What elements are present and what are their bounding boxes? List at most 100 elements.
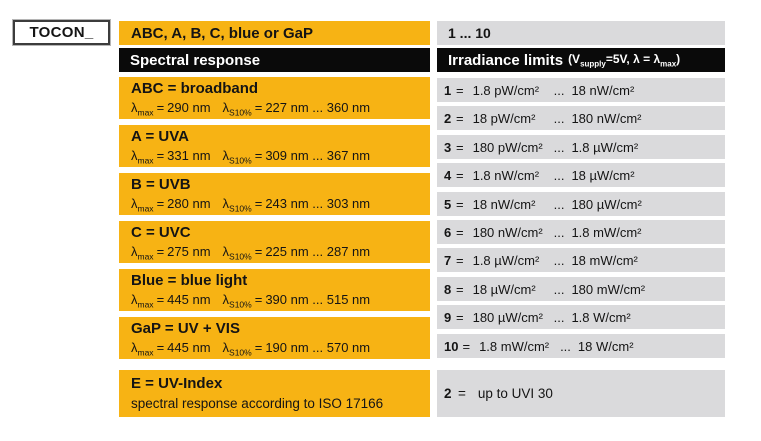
range-from: 180 nW/cm²: [472, 224, 543, 240]
range-from: 180 µW/cm²: [472, 309, 543, 325]
s10-range-value: 225 nm ... 287 nm: [265, 244, 371, 259]
range-from: 18 nW/cm²: [472, 196, 536, 212]
range-to: 18 nW/cm²: [571, 82, 635, 98]
s10-range-value: 390 nm ... 515 nm: [265, 292, 371, 307]
lambda-max-symbol: λmax: [131, 340, 154, 358]
irradiance-row-1: 1 = 1.8 pW/cm²... 18 nW/cm²: [437, 78, 725, 102]
irradiance-row-2: 2 = 18 pW/cm²... 180 nW/cm²: [437, 106, 725, 130]
irradiance-row-4: 4 = 1.8 nW/cm²... 18 µW/cm²: [437, 163, 725, 187]
range-index: 5: [444, 196, 452, 212]
lambda-max-symbol: λmax: [131, 292, 154, 310]
irradiance-limits-title: Irradiance limits: [448, 51, 564, 69]
range-index: 7: [444, 252, 452, 268]
block-title: Blue = blue light: [131, 272, 248, 289]
range-index: 1: [444, 82, 452, 98]
irradiance-limits-header: Irradiance limits (Vsupply=5V, λ = λmax): [437, 48, 725, 72]
range-to: 180 nW/cm²: [571, 110, 642, 126]
irradiance-row-6: 6 = 180 nW/cm²... 1.8 mW/cm²: [437, 220, 725, 244]
lambda-s10-symbol: λS10%: [222, 196, 252, 214]
spectral-block-abc: ABC = broadband λmax = 290 nm λS10% = 227 nm …: [119, 77, 430, 119]
product-name-box: TOCON_: [12, 19, 111, 46]
spectral-block-blue: Blue = blue light λmax = 445 nm λS10% = 390 n…: [119, 269, 430, 311]
range-to: 1.8 mW/cm²: [571, 224, 642, 240]
irradiance-row-3: 3 = 180 pW/cm²... 1.8 µW/cm²: [437, 135, 725, 159]
range-index: 9: [444, 309, 452, 325]
irradiance-row-5: 5 = 18 nW/cm²... 180 µW/cm²: [437, 192, 725, 216]
suffix-range-bar: 1 ... 10: [437, 21, 725, 45]
irradiance-conditions: (Vsupply=5V, λ = λmax): [568, 51, 681, 69]
spectral-block-gap: GaP = UV + VIS λmax = 445 nm λS10% = 190 nm .…: [119, 317, 430, 359]
lambda-max-symbol: λmax: [131, 196, 154, 214]
lambda-values: λmax = 280 nm λS10% = 243 nm ... 303 nm: [131, 196, 371, 214]
lambda-values: λmax = 445 nm λS10% = 390 nm ... 515 nm: [131, 292, 371, 310]
lambda-max-symbol: λmax: [131, 244, 154, 262]
range-index: 2: [444, 386, 452, 401]
lambda-max-value: 290 nm: [167, 100, 211, 115]
irradiance-row-7: 7 = 1.8 µW/cm²... 18 mW/cm²: [437, 248, 725, 272]
range-to: 1.8 µW/cm²: [571, 139, 639, 155]
lambda-max-value: 275 nm: [167, 244, 211, 259]
range-index: 3: [444, 139, 452, 155]
range-index: 10: [444, 338, 459, 354]
lambda-max-value: 445 nm: [167, 292, 211, 307]
range-from: 1.8 pW/cm²: [472, 82, 540, 98]
range-from: 1.8 mW/cm²: [479, 338, 550, 354]
lambda-values: λmax = 290 nm λS10% = 227 nm ... 360 nm: [131, 100, 371, 118]
range-to: 1.8 W/cm²: [571, 309, 631, 325]
range-to: 18 mW/cm²: [571, 252, 638, 268]
block-title: A = UVA: [131, 128, 189, 145]
uv-index-row: 2 = up to UVI 30: [437, 370, 725, 417]
lambda-s10-symbol: λS10%: [222, 340, 252, 358]
s10-range-value: 309 nm ... 367 nm: [265, 148, 371, 163]
range-index: 8: [444, 281, 452, 297]
lambda-s10-symbol: λS10%: [222, 100, 252, 118]
lambda-max-symbol: λmax: [131, 148, 154, 166]
lambda-s10-symbol: λS10%: [222, 244, 252, 262]
spectral-block-b: B = UVB λmax = 280 nm λS10% = 243 nm ... 303 …: [119, 173, 430, 215]
s10-range-value: 227 nm ... 360 nm: [265, 100, 371, 115]
block-title: C = UVC: [131, 224, 191, 241]
lambda-s10-symbol: λS10%: [222, 148, 252, 166]
s10-range-value: 190 nm ... 570 nm: [265, 340, 371, 355]
irradiance-row-10: 10 = 1.8 mW/cm²... 18 W/cm²: [437, 334, 725, 358]
range-from: 18 pW/cm²: [472, 110, 536, 126]
block-title: B = UVB: [131, 176, 191, 193]
lambda-values: λmax = 275 nm λS10% = 225 nm ... 287 nm: [131, 244, 371, 262]
range-from: 1.8 µW/cm²: [472, 252, 540, 268]
lambda-max-value: 280 nm: [167, 196, 211, 211]
s10-range-value: 243 nm ... 303 nm: [265, 196, 371, 211]
lambda-s10-symbol: λS10%: [222, 292, 252, 310]
range-to: 180 µW/cm²: [571, 196, 642, 212]
spectral-block-c: C = UVC λmax = 275 nm λS10% = 225 nm ... 287 …: [119, 221, 430, 263]
range-from: 180 pW/cm²: [472, 139, 543, 155]
uvi-value: up to UVI 30: [477, 386, 553, 401]
lambda-max-symbol: λmax: [131, 100, 154, 118]
variant-options-bar: ABC, A, B, C, blue or GaP: [119, 21, 430, 45]
range-index: 2: [444, 110, 452, 126]
block-title: ABC = broadband: [131, 80, 259, 97]
spectral-response-header: Spectral response: [119, 48, 430, 72]
range-to: 18 W/cm²: [577, 338, 634, 354]
lambda-max-value: 445 nm: [167, 340, 211, 355]
range-to: 18 µW/cm²: [571, 167, 635, 183]
spectral-response-title: Spectral response: [130, 51, 261, 69]
range-from: 18 µW/cm²: [472, 281, 536, 297]
block-title: GaP = UV + VIS: [131, 320, 240, 337]
block-subtitle: spectral response according to ISO 17166: [131, 396, 384, 411]
block-title: E = UV-Index: [131, 375, 223, 392]
irradiance-row-9: 9 = 180 µW/cm²... 1.8 W/cm²: [437, 305, 725, 329]
variant-options-label: ABC, A, B, C, blue or GaP: [131, 24, 313, 42]
range-from: 1.8 nW/cm²: [472, 167, 540, 183]
lambda-values: λmax = 445 nm λS10% = 190 nm ... 570 nm: [131, 340, 371, 358]
spectral-block-a: A = UVA λmax = 331 nm λS10% = 309 nm ... 367 …: [119, 125, 430, 167]
lambda-values: λmax = 331 nm λS10% = 309 nm ... 367 nm: [131, 148, 371, 166]
range-index: 4: [444, 167, 452, 183]
suffix-range-label: 1 ... 10: [448, 25, 491, 41]
range-index: 6: [444, 224, 452, 240]
spectral-block-uv-index: E = UV-Index spectral response according…: [119, 370, 430, 417]
product-name: TOCON_: [29, 24, 94, 41]
irradiance-row-8: 8 = 18 µW/cm²... 180 mW/cm²: [437, 277, 725, 301]
lambda-max-value: 331 nm: [167, 148, 211, 163]
range-to: 180 mW/cm²: [571, 281, 646, 297]
